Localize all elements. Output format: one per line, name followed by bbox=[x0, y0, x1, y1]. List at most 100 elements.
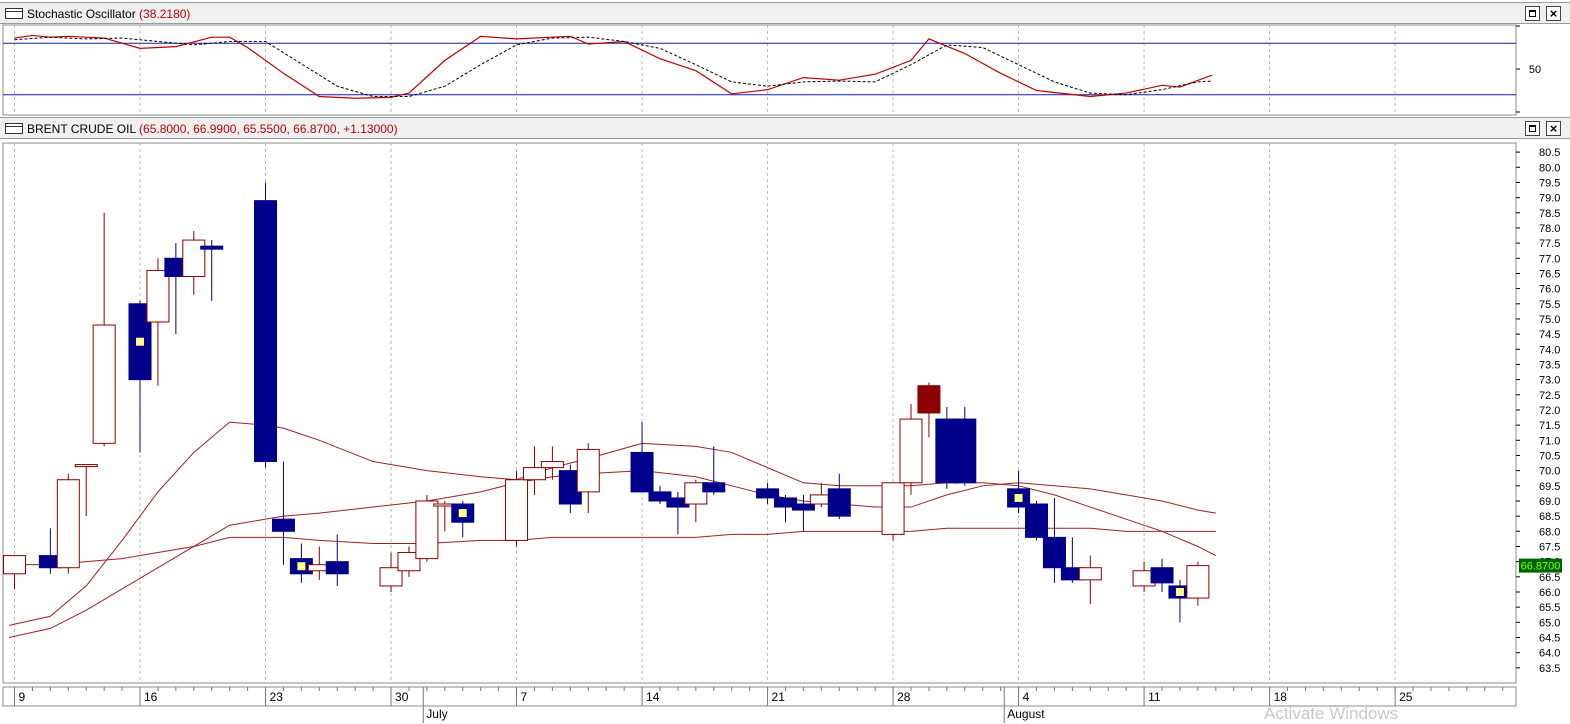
candle-body bbox=[1150, 567, 1174, 584]
candle-body bbox=[56, 479, 80, 569]
price-panel-header: BRENT CRUDE OIL (65.8000, 66.9900, 65.55… bbox=[0, 117, 1570, 139]
candle-body bbox=[1042, 536, 1066, 569]
date-tick-label: 25 bbox=[1399, 690, 1413, 704]
price-y-tick-label: 71.5 bbox=[1539, 420, 1560, 432]
candle-body bbox=[271, 518, 295, 532]
candle-body bbox=[899, 418, 923, 484]
candle-body bbox=[146, 269, 170, 323]
candle-body bbox=[415, 500, 439, 560]
candle-body bbox=[791, 503, 815, 511]
candle-body bbox=[756, 488, 780, 499]
candle-body bbox=[881, 482, 905, 535]
price-y-tick-label: 71.0 bbox=[1539, 435, 1560, 447]
price-y-tick-label: 66.0 bbox=[1539, 587, 1560, 599]
price-y-tick-label: 70.5 bbox=[1539, 450, 1560, 462]
month-label: July bbox=[426, 707, 447, 721]
candle-body bbox=[917, 385, 941, 414]
date-tick-label: 23 bbox=[270, 690, 284, 704]
price-y-tick-label: 68.0 bbox=[1539, 526, 1560, 538]
activate-windows-watermark: Activate Windows bbox=[1264, 704, 1399, 723]
last-price-box bbox=[1519, 558, 1562, 573]
candle-marker bbox=[1175, 587, 1184, 596]
price-y-tick-label: 80.5 bbox=[1539, 147, 1560, 159]
candle-body bbox=[182, 239, 206, 277]
date-axis: 9 16 23 30 7 14 21 28 4 11 18 25 July August bbox=[2, 686, 1517, 723]
price-y-tick-label: 65.0 bbox=[1539, 617, 1560, 629]
price-y-tick-label: 77.5 bbox=[1539, 238, 1560, 250]
stochastic-k-line bbox=[14, 34, 1213, 99]
date-tick-label: 30 bbox=[395, 690, 409, 704]
price-y-tick-label: 77.0 bbox=[1539, 253, 1560, 265]
date-tick-label: 7 bbox=[521, 690, 528, 704]
price-y-tick-label: 64.0 bbox=[1539, 648, 1560, 660]
price-y-tick-label: 74.0 bbox=[1539, 344, 1560, 356]
candle-marker bbox=[1014, 493, 1023, 502]
price-y-tick-label: 63.5 bbox=[1539, 663, 1560, 675]
candle-body bbox=[773, 497, 797, 508]
candle-body bbox=[92, 324, 116, 444]
price-y-tick-label: 76.5 bbox=[1539, 268, 1560, 280]
candle-body bbox=[827, 488, 851, 517]
candle-body bbox=[74, 464, 98, 468]
stochastic-y-tick-label: 50 bbox=[1529, 64, 1541, 76]
candle-body bbox=[702, 482, 726, 493]
price-y-tick-label: 80.0 bbox=[1539, 162, 1560, 174]
last-price-label: 66.8700 bbox=[1521, 561, 1561, 573]
date-tick-label: 28 bbox=[897, 690, 911, 704]
price-y-tick-label: 74.5 bbox=[1539, 329, 1560, 341]
price-panel-title: BRENT CRUDE OIL (65.8000, 66.9900, 65.55… bbox=[27, 122, 398, 136]
date-tick-label: 18 bbox=[1274, 690, 1288, 704]
price-y-tick-label: 69.5 bbox=[1539, 481, 1560, 493]
candle-body bbox=[505, 479, 529, 541]
price-y-tick-label: 70.0 bbox=[1539, 466, 1560, 478]
price-y-tick-label: 79.5 bbox=[1539, 177, 1560, 189]
candle-body bbox=[1078, 567, 1102, 581]
candle-body bbox=[397, 552, 421, 572]
candle-body bbox=[522, 467, 546, 481]
price-y-tick-label: 69.0 bbox=[1539, 496, 1560, 508]
price-y-tick-label: 75.5 bbox=[1539, 299, 1560, 311]
price-y-tick-label: 73.5 bbox=[1539, 359, 1560, 371]
date-tick-label: 21 bbox=[772, 690, 786, 704]
price-y-tick-label: 78.0 bbox=[1539, 223, 1560, 235]
candle-body bbox=[254, 200, 278, 463]
price-frame bbox=[2, 142, 1517, 684]
price-y-tick-label: 72.5 bbox=[1539, 390, 1560, 402]
price-y-tick-label: 67.5 bbox=[1539, 541, 1560, 553]
candle-body bbox=[1186, 565, 1210, 599]
stochastic-panel-header: Stochastic Oscillator (38.2180) × bbox=[0, 2, 1570, 24]
date-tick-label: 14 bbox=[646, 690, 660, 704]
candle-body bbox=[325, 561, 349, 575]
stochastic-plot-area: 50 bbox=[2, 24, 1541, 116]
candle-marker bbox=[458, 509, 467, 518]
date-tick-label: 11 bbox=[1148, 690, 1161, 704]
price-y-tick-label: 65.5 bbox=[1539, 602, 1560, 614]
panel-window-icon[interactable] bbox=[5, 8, 23, 19]
price-y-tick-label: 66.5 bbox=[1539, 572, 1560, 584]
price-y-tick-label: 72.0 bbox=[1539, 405, 1560, 417]
candle-body bbox=[684, 482, 708, 505]
candle-body bbox=[379, 567, 403, 587]
candle-body bbox=[953, 418, 977, 484]
price-y-tick-label: 79.0 bbox=[1539, 193, 1560, 205]
price-y-tick-label: 64.5 bbox=[1539, 632, 1560, 644]
month-label: August bbox=[1007, 707, 1045, 721]
candle-body bbox=[648, 491, 672, 502]
candle-body bbox=[540, 461, 564, 469]
date-tick-label: 9 bbox=[19, 690, 26, 704]
candle-marker bbox=[136, 337, 145, 346]
candle-body bbox=[576, 448, 600, 493]
price-y-tick-label: 73.0 bbox=[1539, 375, 1560, 387]
stochastic-maximize-button[interactable] bbox=[1525, 6, 1540, 21]
panel-window-icon[interactable] bbox=[5, 123, 23, 134]
candle-body bbox=[3, 555, 26, 575]
stochastic-panel-title: Stochastic Oscillator (38.2180) bbox=[27, 7, 191, 21]
price-y-tick-label: 78.5 bbox=[1539, 208, 1560, 220]
price-maximize-button[interactable] bbox=[1525, 121, 1540, 136]
stochastic-frame bbox=[2, 24, 1517, 116]
stochastic-close-button[interactable]: × bbox=[1546, 6, 1561, 21]
price-y-tick-label: 68.5 bbox=[1539, 511, 1560, 523]
price-close-button[interactable]: × bbox=[1546, 121, 1561, 136]
stochastic-d-line bbox=[14, 36, 1213, 98]
